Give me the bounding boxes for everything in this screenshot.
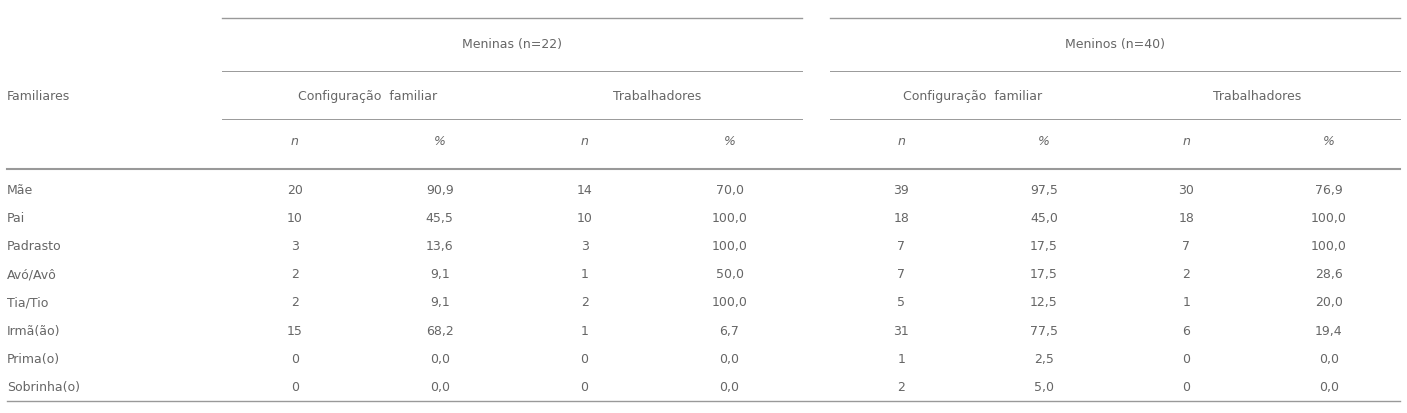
Text: Tia/Tio: Tia/Tio (7, 296, 48, 309)
Text: n: n (898, 135, 905, 148)
Text: 100,0: 100,0 (1311, 211, 1346, 224)
Text: 10: 10 (287, 211, 303, 224)
Text: Avó/Avô: Avó/Avô (7, 268, 56, 280)
Text: 31: 31 (893, 324, 909, 337)
Text: 1: 1 (581, 268, 588, 280)
Text: 14: 14 (577, 183, 592, 196)
Text: 0,0: 0,0 (429, 380, 450, 393)
Text: 1: 1 (1182, 296, 1190, 309)
Text: 17,5: 17,5 (1030, 240, 1058, 252)
Text: 9,1: 9,1 (429, 296, 450, 309)
Text: 18: 18 (893, 211, 909, 224)
Text: 70,0: 70,0 (716, 183, 743, 196)
Text: 100,0: 100,0 (712, 296, 747, 309)
Text: 90,9: 90,9 (426, 183, 453, 196)
Text: 5: 5 (898, 296, 905, 309)
Text: 0,0: 0,0 (1318, 380, 1338, 393)
Text: 0,0: 0,0 (719, 352, 740, 365)
Text: Familiares: Familiares (7, 90, 70, 102)
Text: Sobrinha(o): Sobrinha(o) (7, 380, 80, 393)
Text: 3: 3 (581, 240, 588, 252)
Text: 77,5: 77,5 (1030, 324, 1058, 337)
Text: 45,5: 45,5 (426, 211, 453, 224)
Text: Configuração  familiar: Configuração familiar (903, 90, 1043, 102)
Text: Irmã(ão): Irmã(ão) (7, 324, 61, 337)
Text: 5,0: 5,0 (1034, 380, 1054, 393)
Text: 100,0: 100,0 (1311, 240, 1346, 252)
Text: Configuração  familiar: Configuração familiar (298, 90, 436, 102)
Text: 20: 20 (287, 183, 303, 196)
Text: 0: 0 (1182, 352, 1190, 365)
Text: Meninos (n=40): Meninos (n=40) (1065, 38, 1165, 51)
Text: 13,6: 13,6 (426, 240, 453, 252)
Text: 68,2: 68,2 (426, 324, 453, 337)
Text: 10: 10 (577, 211, 592, 224)
Text: Mãe: Mãe (7, 183, 34, 196)
Text: 28,6: 28,6 (1316, 268, 1342, 280)
Text: %: % (433, 135, 446, 148)
Text: 0,0: 0,0 (1318, 352, 1338, 365)
Text: 7: 7 (898, 268, 905, 280)
Text: %: % (1038, 135, 1050, 148)
Text: 2: 2 (581, 296, 588, 309)
Text: 12,5: 12,5 (1030, 296, 1058, 309)
Text: 7: 7 (898, 240, 905, 252)
Text: 1: 1 (898, 352, 905, 365)
Text: 45,0: 45,0 (1030, 211, 1058, 224)
Text: 30: 30 (1178, 183, 1195, 196)
Text: 9,1: 9,1 (429, 268, 450, 280)
Text: 3: 3 (291, 240, 298, 252)
Text: Trabalhadores: Trabalhadores (1213, 90, 1301, 102)
Text: 97,5: 97,5 (1030, 183, 1058, 196)
Text: 2: 2 (1182, 268, 1190, 280)
Text: 0: 0 (1182, 380, 1190, 393)
Text: 100,0: 100,0 (712, 211, 747, 224)
Text: 2: 2 (291, 296, 298, 309)
Text: 7: 7 (1182, 240, 1190, 252)
Text: n: n (1182, 135, 1190, 148)
Text: Pai: Pai (7, 211, 25, 224)
Text: 2: 2 (291, 268, 298, 280)
Text: 0: 0 (581, 380, 588, 393)
Text: 0: 0 (291, 380, 298, 393)
Text: 0: 0 (581, 352, 588, 365)
Text: n: n (581, 135, 588, 148)
Text: 19,4: 19,4 (1316, 324, 1342, 337)
Text: %: % (723, 135, 736, 148)
Text: 0: 0 (291, 352, 298, 365)
Text: %: % (1323, 135, 1335, 148)
Text: n: n (291, 135, 298, 148)
Text: 2,5: 2,5 (1034, 352, 1054, 365)
Text: 0,0: 0,0 (719, 380, 740, 393)
Text: Padrasto: Padrasto (7, 240, 62, 252)
Text: Trabalhadores: Trabalhadores (613, 90, 701, 102)
Text: 15: 15 (287, 324, 303, 337)
Text: 18: 18 (1178, 211, 1195, 224)
Text: Meninas (n=22): Meninas (n=22) (461, 38, 563, 51)
Text: 6: 6 (1182, 324, 1190, 337)
Text: 6,7: 6,7 (719, 324, 740, 337)
Text: 39: 39 (893, 183, 909, 196)
Text: 100,0: 100,0 (712, 240, 747, 252)
Text: 0,0: 0,0 (429, 352, 450, 365)
Text: 1: 1 (581, 324, 588, 337)
Text: 17,5: 17,5 (1030, 268, 1058, 280)
Text: 20,0: 20,0 (1314, 296, 1342, 309)
Text: 76,9: 76,9 (1316, 183, 1342, 196)
Text: 50,0: 50,0 (716, 268, 743, 280)
Text: 2: 2 (898, 380, 905, 393)
Text: Prima(o): Prima(o) (7, 352, 61, 365)
